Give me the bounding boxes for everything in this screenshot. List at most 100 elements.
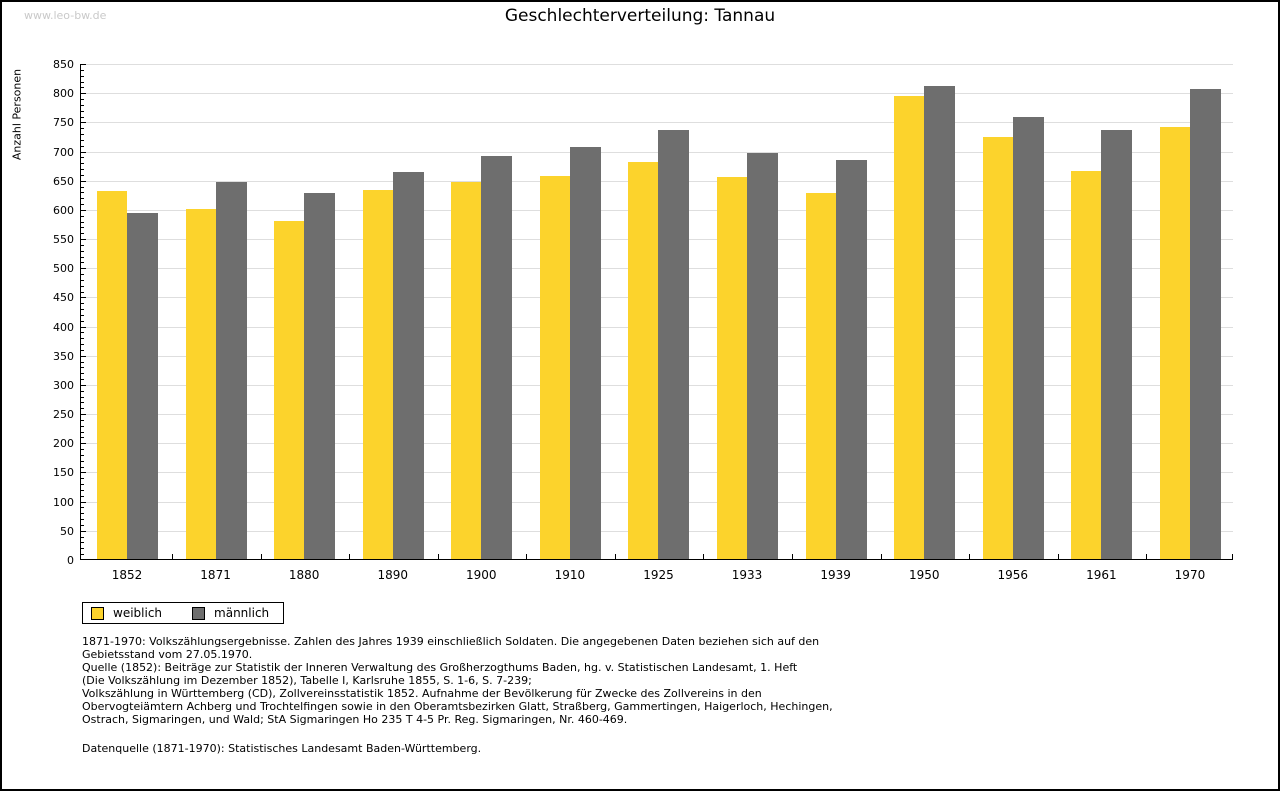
x-tick-label-1852: 1852 — [111, 568, 143, 582]
x-boundary-tick-5 — [614, 554, 616, 559]
footnote-line-7: Ostrach, Sigmaringen, und Wald; StA Sigm… — [82, 713, 628, 726]
bar-weiblich-1910 — [539, 176, 570, 559]
y-minor-tick-120 — [81, 489, 84, 491]
y-minor-tick-440 — [81, 303, 84, 305]
y-minor-tick-830 — [81, 75, 84, 77]
y-tick-label-700: 700 — [53, 145, 74, 159]
y-tick-550 — [81, 239, 86, 241]
y-minor-tick-490 — [81, 274, 84, 276]
bar-weiblich-1900 — [451, 182, 482, 559]
y-tick-label-0: 0 — [67, 554, 74, 567]
y-minor-tick-660 — [81, 174, 84, 176]
x-tick-label-1910: 1910 — [554, 568, 586, 582]
y-minor-tick-470 — [81, 285, 84, 287]
y-minor-tick-810 — [81, 87, 84, 89]
y-minor-tick-220 — [81, 431, 84, 433]
y-minor-tick-590 — [81, 215, 84, 217]
y-tick-label-500: 500 — [53, 262, 74, 276]
y-tick-label-650: 650 — [53, 174, 74, 188]
y-minor-tick-510 — [81, 262, 84, 264]
y-tick-300 — [81, 384, 86, 386]
x-tick-label-1925: 1925 — [643, 568, 674, 582]
legend-swatch-weiblich — [91, 606, 104, 620]
y-minor-tick-380 — [81, 338, 84, 340]
y-minor-tick-160 — [81, 466, 84, 468]
x-tick-label-1933: 1933 — [731, 568, 763, 582]
x-tick-label-1880: 1880 — [288, 568, 320, 582]
bar-weiblich-1852 — [97, 191, 127, 559]
y-minor-tick-390 — [81, 332, 84, 334]
y-minor-tick-230 — [81, 425, 84, 427]
bar-weiblich-1933 — [717, 176, 748, 559]
y-tick-450 — [81, 297, 86, 299]
plot-area — [80, 64, 1233, 560]
y-tick-350 — [81, 355, 86, 357]
y-minor-tick-70 — [81, 519, 84, 521]
x-boundary-tick-1 — [260, 554, 262, 559]
y-minor-tick-90 — [81, 507, 84, 509]
footnote-line-5: Volkszählung in Württemberg (CD), Zollve… — [82, 687, 762, 700]
bar-männlich-1871 — [215, 182, 247, 559]
y-minor-tick-110 — [81, 495, 84, 497]
footnote-line-2: Gebietsstand vom 27.05.1970. — [82, 648, 253, 661]
gridline-750 — [81, 122, 1233, 124]
y-axis-label: Anzahl Personen — [10, 68, 24, 161]
y-minor-tick-210 — [81, 437, 84, 439]
y-minor-tick-420 — [81, 314, 84, 316]
x-tick-label-1956: 1956 — [997, 568, 1029, 582]
x-tick-label-1900: 1900 — [466, 568, 497, 582]
y-minor-tick-310 — [81, 379, 84, 381]
x-boundary-tick-4 — [526, 554, 528, 559]
x-tick-label-1871: 1871 — [200, 568, 231, 582]
x-boundary-tick-9 — [969, 554, 971, 559]
y-tick-100 — [81, 501, 86, 503]
y-minor-tick-10 — [81, 554, 84, 556]
y-tick-650 — [81, 180, 86, 182]
bar-weiblich-1956 — [982, 136, 1013, 559]
y-minor-tick-560 — [81, 233, 84, 235]
bar-weiblich-1950 — [894, 95, 925, 559]
x-tick-label-1950: 1950 — [908, 568, 940, 582]
footnote-line-1: 1871-1970: Volkszählungsergebnisse. Zahl… — [82, 635, 820, 648]
y-tick-label-150: 150 — [53, 466, 74, 480]
bar-weiblich-1880 — [274, 221, 305, 559]
y-tick-label-550: 550 — [53, 233, 74, 247]
x-boundary-tick-11 — [1146, 554, 1148, 559]
y-tick-800 — [81, 93, 86, 95]
gridline-700 — [81, 151, 1233, 153]
y-tick-850 — [81, 64, 86, 65]
datasource-line: Datenquelle (1871-1970): Statistisches L… — [82, 742, 482, 755]
bar-männlich-1880 — [304, 192, 336, 559]
footnote-line-4: (Die Volkszählung im Dezember 1852), Tab… — [82, 674, 532, 687]
y-tick-label-600: 600 — [53, 203, 74, 217]
y-minor-tick-170 — [81, 460, 84, 462]
y-minor-tick-720 — [81, 139, 84, 141]
y-minor-tick-190 — [81, 449, 84, 451]
watermark: www.leo-bw.de — [24, 9, 107, 22]
bar-männlich-1890 — [392, 172, 424, 559]
x-boundary-tick-0 — [172, 554, 173, 559]
y-tick-label-200: 200 — [53, 437, 74, 451]
x-boundary-tick-2 — [349, 554, 351, 559]
y-minor-tick-30 — [81, 542, 84, 544]
bar-männlich-1910 — [569, 147, 601, 559]
legend-item-männlich: männlich — [192, 606, 269, 620]
bar-weiblich-1871 — [185, 208, 216, 559]
y-minor-tick-140 — [81, 478, 84, 480]
y-minor-tick-680 — [81, 163, 84, 165]
bar-männlich-1925 — [658, 130, 690, 559]
y-minor-tick-430 — [81, 309, 84, 311]
y-minor-tick-690 — [81, 157, 84, 159]
y-tick-label-450: 450 — [53, 291, 74, 305]
legend-label-männlich: männlich — [214, 606, 270, 620]
y-minor-tick-60 — [81, 524, 84, 526]
y-minor-tick-820 — [81, 81, 84, 83]
y-minor-tick-570 — [81, 227, 84, 229]
y-tick-200 — [81, 443, 86, 445]
y-minor-tick-240 — [81, 419, 84, 421]
legend-item-weiblich: weiblich — [91, 606, 162, 620]
bar-männlich-1956 — [1012, 117, 1044, 559]
y-minor-tick-640 — [81, 186, 84, 188]
y-minor-tick-740 — [81, 128, 84, 130]
